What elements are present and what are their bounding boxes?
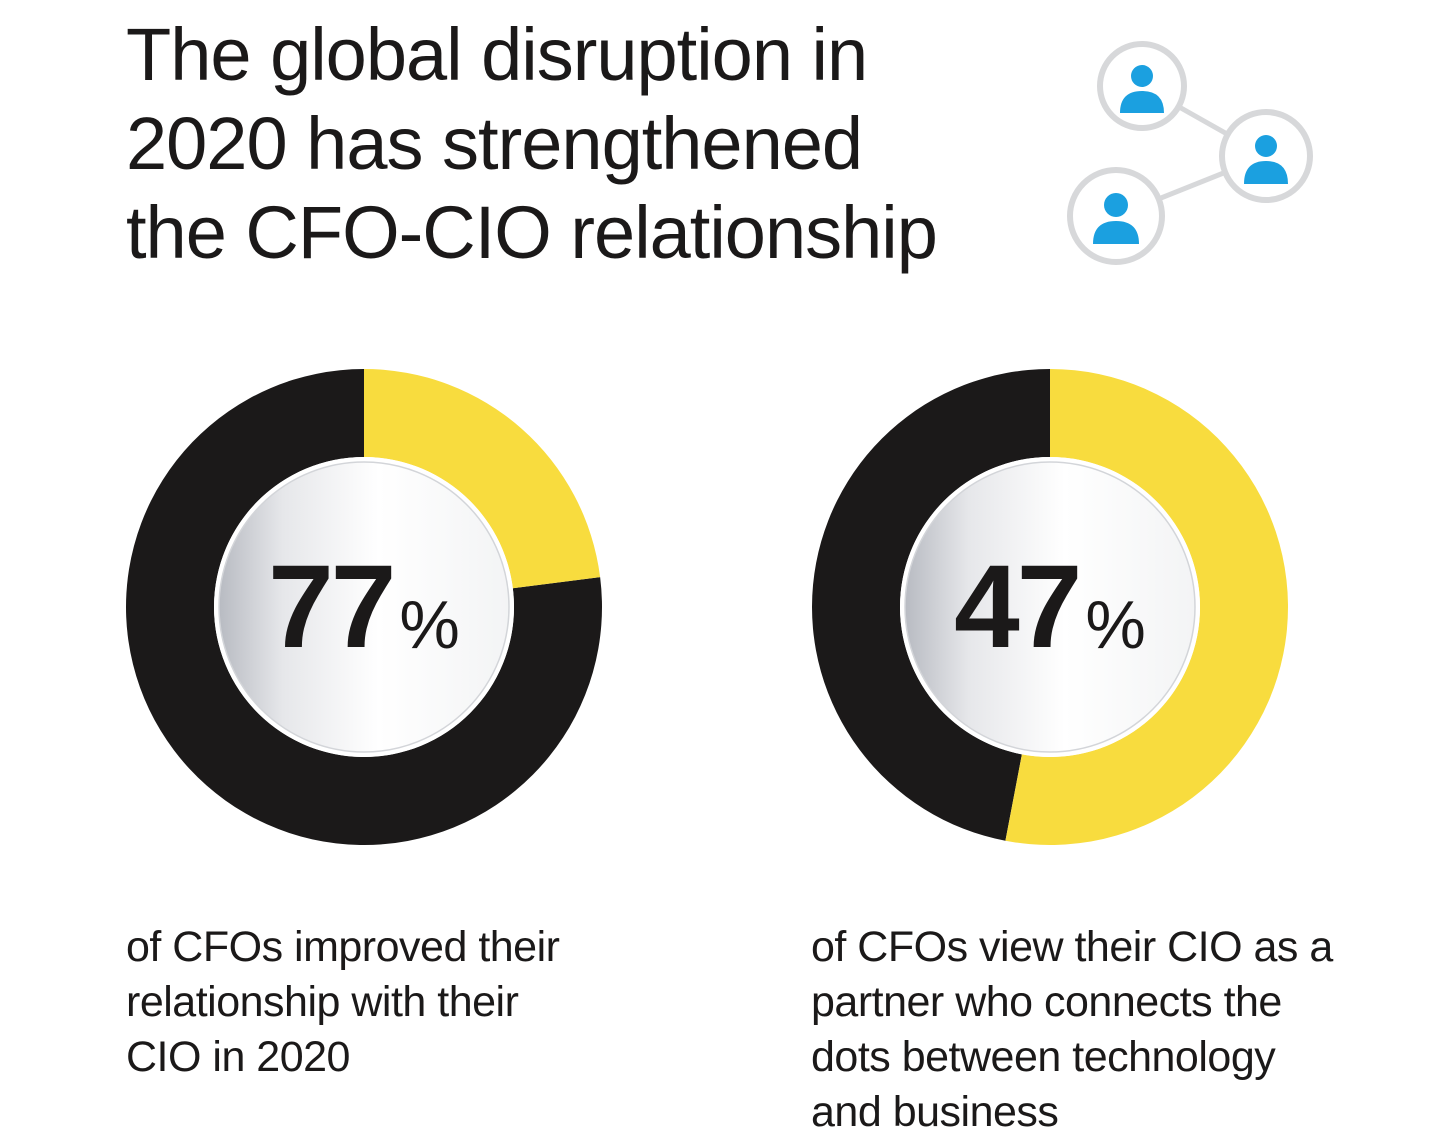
donut-chart-1: 77 % xyxy=(124,367,604,847)
person-node-top xyxy=(1097,41,1187,131)
person-icon xyxy=(1244,135,1288,184)
donut-slice-2 xyxy=(364,369,601,589)
people-network-icon xyxy=(1067,41,1313,265)
person-icon xyxy=(1120,65,1164,113)
donut-slice-1 xyxy=(126,369,603,845)
donut-slice-2 xyxy=(1005,369,1288,845)
caption-line: CIO in 2020 xyxy=(126,1033,350,1081)
caption-line: and business xyxy=(811,1088,1059,1136)
chart-1-caption: of CFOs improved their relationship with… xyxy=(126,920,686,1085)
caption-line: dots between technology xyxy=(811,1033,1276,1081)
center-disc xyxy=(218,461,510,753)
title-line-2: 2020 has strengthened xyxy=(126,102,863,185)
caption-line: of CFOs view their CIO as a xyxy=(811,923,1333,971)
caption-line: relationship with their xyxy=(126,978,519,1026)
title-line-3: the CFO-CIO relationship xyxy=(126,191,938,274)
chart-2-caption: of CFOs view their CIO as a partner who … xyxy=(811,920,1411,1140)
title-line-1: The global disruption in xyxy=(126,13,868,96)
donut-slice-1 xyxy=(811,369,1050,841)
donut-chart-2: 47 % xyxy=(810,367,1290,847)
page-title: The global disruption in 2020 has streng… xyxy=(126,10,1026,277)
person-icon xyxy=(1093,193,1139,244)
person-node-left xyxy=(1067,167,1165,265)
person-node-right xyxy=(1219,109,1313,203)
caption-line: of CFOs improved their xyxy=(126,923,560,971)
center-disc xyxy=(904,461,1196,753)
caption-line: partner who connects the xyxy=(811,978,1282,1026)
